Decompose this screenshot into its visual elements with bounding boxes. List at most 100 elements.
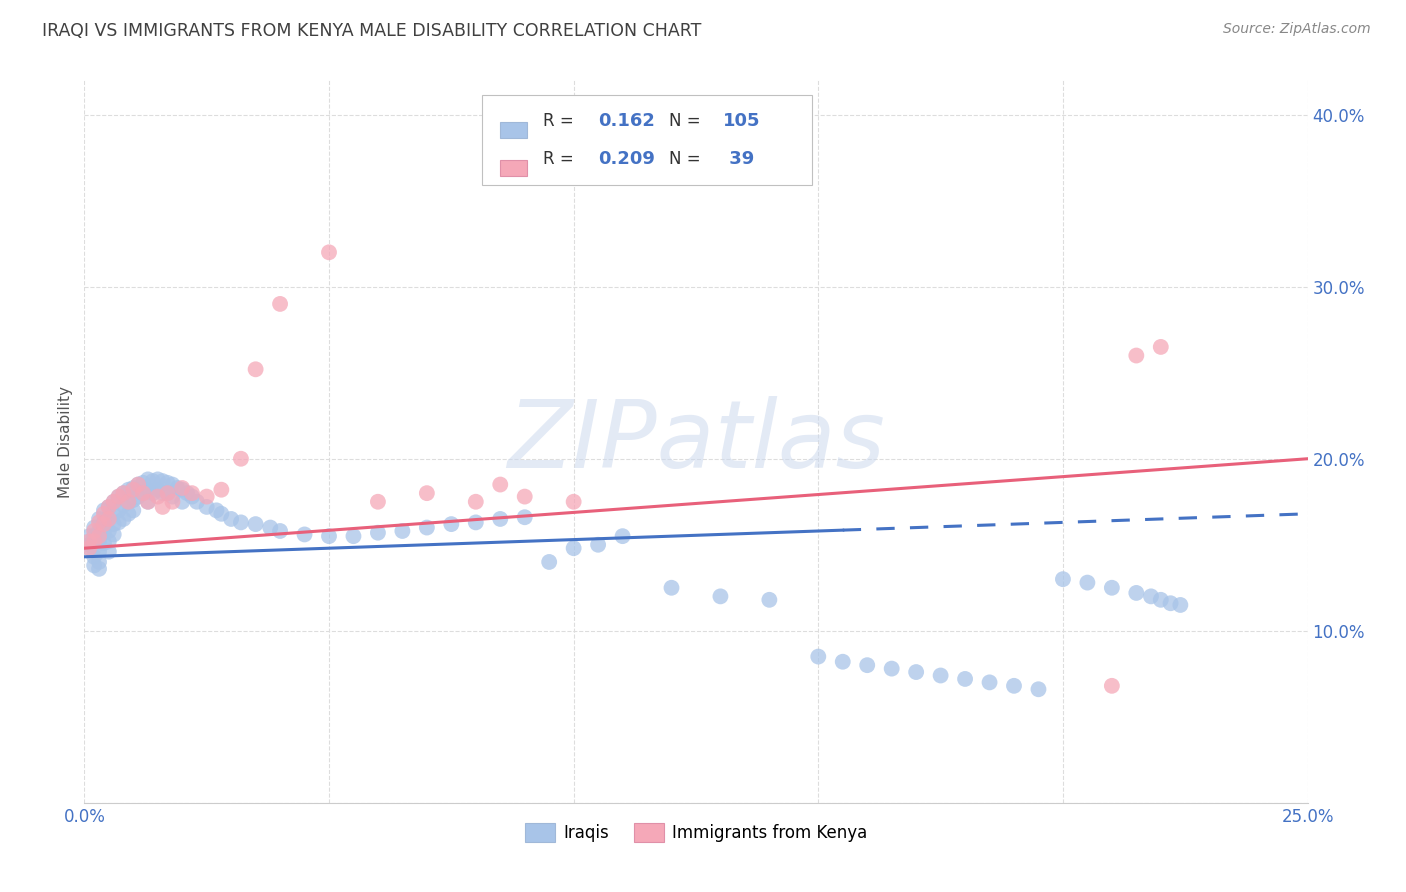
Point [142,486,165,500]
Point [87,512,110,526]
Point [195,490,218,504]
Point [562,541,585,556]
Point [162,494,184,508]
Point [117,483,139,497]
Point [97,524,120,538]
Point [97,500,120,514]
Point [122,483,145,497]
Point [953,672,976,686]
Text: 0.162: 0.162 [598,112,655,130]
Point [87,516,110,530]
Point [136,494,159,508]
FancyBboxPatch shape [501,122,527,138]
Text: ZIPatlas: ZIPatlas [508,396,884,487]
Point [489,512,512,526]
Point [1076,575,1098,590]
Point [127,477,149,491]
Text: N =: N = [669,112,706,130]
Point [93,525,115,540]
Point [97,512,120,526]
Point [83,520,105,534]
Point [112,486,135,500]
Point [162,477,184,491]
Point [93,536,115,550]
Point [122,493,145,508]
Point [416,520,439,534]
Point [172,481,194,495]
Point [156,486,179,500]
Point [209,483,232,497]
Point [146,483,169,497]
Point [77,538,100,552]
Text: 105: 105 [723,112,761,130]
Point [1125,586,1147,600]
Point [464,516,486,530]
Point [1150,592,1173,607]
Point [97,534,120,549]
Text: R =: R = [543,112,579,130]
Point [87,544,110,558]
Point [103,527,125,541]
Point [83,529,105,543]
Point [1170,598,1192,612]
Point [229,451,252,466]
Point [127,477,149,491]
Point [1028,682,1050,697]
Point [107,490,129,504]
Point [77,534,100,549]
Point [132,486,155,500]
Point [152,486,174,500]
Point [103,494,125,508]
Point [93,517,115,532]
Point [156,486,179,500]
Point [136,472,159,486]
Point [586,538,609,552]
Text: R =: R = [543,150,579,168]
Point [93,503,115,517]
Point [103,517,125,532]
Point [294,527,316,541]
Point [538,555,561,569]
Point [117,494,139,508]
Point [87,534,110,549]
Point [318,529,340,543]
Point [513,510,536,524]
Point [391,524,413,538]
Point [127,490,149,504]
Point [87,562,110,576]
Point [176,486,198,500]
Point [181,486,204,500]
Point [146,472,169,486]
Point [342,529,364,543]
Point [807,649,830,664]
Point [136,483,159,497]
Text: IRAQI VS IMMIGRANTS FROM KENYA MALE DISABILITY CORRELATION CHART: IRAQI VS IMMIGRANTS FROM KENYA MALE DISA… [42,22,702,40]
Point [152,500,174,514]
Point [142,474,165,488]
Point [1002,679,1025,693]
Point [87,529,110,543]
Point [1125,349,1147,363]
Point [112,498,135,512]
Point [367,494,389,508]
Point [103,507,125,521]
Point [172,483,194,497]
Point [186,494,208,508]
Point [416,486,439,500]
Point [318,245,340,260]
Point [83,549,105,564]
Point [709,590,731,604]
Point [181,490,204,504]
Point [87,555,110,569]
Legend: Iraqis, Immigrants from Kenya: Iraqis, Immigrants from Kenya [517,816,875,848]
Point [245,517,267,532]
FancyBboxPatch shape [482,95,813,185]
Point [146,490,169,504]
Text: 39: 39 [723,150,754,168]
Point [172,494,194,508]
Point [464,494,486,508]
Point [1160,596,1182,610]
Point [209,507,232,521]
Point [87,524,110,538]
Point [1101,581,1123,595]
